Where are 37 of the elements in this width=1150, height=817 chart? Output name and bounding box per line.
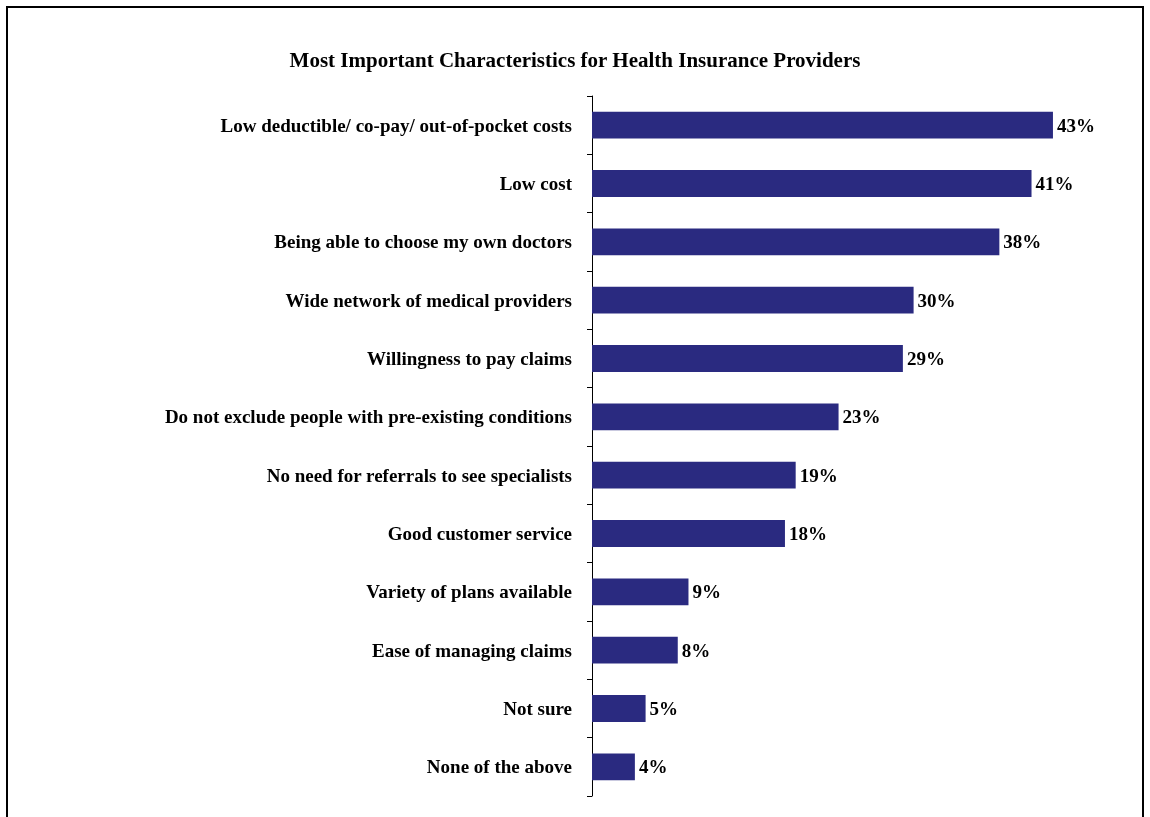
y-tick-label: Wide network of medical providers <box>285 289 572 311</box>
bar <box>592 345 903 372</box>
data-label: 30% <box>917 289 956 311</box>
y-tick-label: Variety of plans available <box>366 581 572 603</box>
data-label: 19% <box>799 464 838 486</box>
data-label: 38% <box>1003 231 1042 253</box>
bar <box>592 228 1000 256</box>
bar <box>592 111 1053 139</box>
y-tick-label: Not sure <box>503 698 572 719</box>
bar <box>592 170 1032 197</box>
chart-title: Most Important Characteristics for Health Insurance Providers <box>289 47 861 72</box>
bar <box>592 578 689 606</box>
y-tick-label: Good customer service <box>387 523 572 544</box>
y-tick-label: Low deductible/ co-pay/ out-of-pocket costs <box>220 114 572 136</box>
bar <box>592 403 839 431</box>
bar <box>592 461 796 489</box>
data-label: 9% <box>692 581 721 603</box>
bar <box>592 695 646 722</box>
data-label: 4% <box>638 756 668 778</box>
data-label: 43% <box>1056 114 1095 136</box>
bar <box>592 286 914 314</box>
y-tick-label: Being able to choose my own doctors <box>274 231 572 253</box>
data-label: 41% <box>1035 173 1074 194</box>
bar <box>592 636 678 664</box>
bar <box>592 520 785 547</box>
y-tick-label: None of the above <box>426 756 572 778</box>
data-label: 23% <box>842 406 881 428</box>
y-tick-label: No need for referrals to see specialists <box>266 464 572 486</box>
y-tick-label: Willingness to pay claims <box>367 348 572 369</box>
y-tick-label: Low cost <box>499 173 573 194</box>
data-label: 5% <box>649 698 679 719</box>
y-tick-label: Ease of managing claims <box>371 639 572 661</box>
data-label: 8% <box>681 639 711 661</box>
data-label: 18% <box>788 523 827 544</box>
data-label: 29% <box>906 348 945 369</box>
bar <box>592 753 635 781</box>
y-tick-label: Do not exclude people with pre-existing conditions <box>164 406 572 428</box>
